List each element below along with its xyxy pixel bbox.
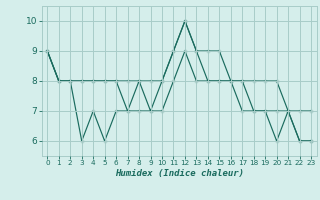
X-axis label: Humidex (Indice chaleur): Humidex (Indice chaleur) bbox=[115, 169, 244, 178]
